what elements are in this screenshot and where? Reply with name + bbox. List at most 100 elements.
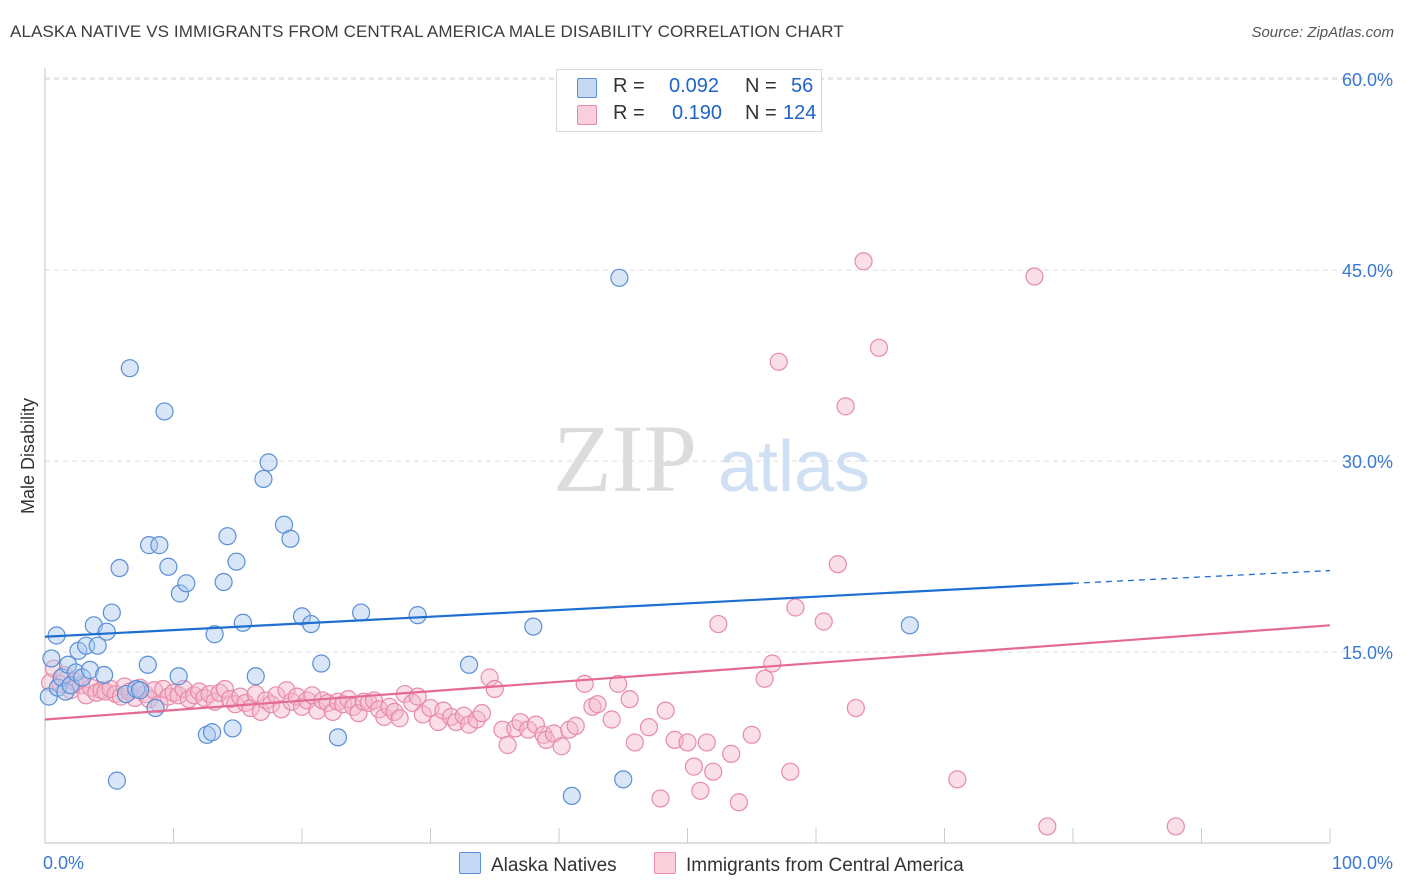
data-point bbox=[588, 695, 607, 714]
data-point bbox=[120, 359, 139, 378]
bottom-legend-swatch-pink bbox=[654, 852, 676, 874]
data-point bbox=[769, 352, 788, 371]
data-point bbox=[323, 702, 342, 721]
data-point bbox=[259, 453, 278, 472]
data-point bbox=[267, 686, 286, 705]
legend-n-value: 124 bbox=[783, 102, 817, 124]
y-tick-label: 60.0% bbox=[1342, 70, 1393, 90]
legend-swatch-pink bbox=[577, 105, 597, 125]
data-point bbox=[254, 469, 273, 489]
data-point bbox=[781, 762, 800, 781]
data-point bbox=[651, 789, 670, 808]
data-point bbox=[846, 698, 865, 718]
legend-swatch-blue bbox=[577, 78, 597, 98]
data-point bbox=[223, 719, 242, 738]
data-point bbox=[88, 636, 107, 655]
tick-labels: 15.0% 30.0% 45.0% 60.0% 0.0% 100.0% Male Disab… bbox=[18, 70, 1393, 873]
data-point bbox=[526, 715, 545, 734]
data-point bbox=[73, 668, 92, 687]
data-point bbox=[146, 698, 165, 718]
bottom-legend-label: Immigrants from Central America bbox=[686, 855, 964, 876]
bottom-legend-label: Alaska Natives bbox=[491, 855, 617, 876]
data-point bbox=[704, 762, 723, 781]
data-point bbox=[836, 397, 855, 416]
data-point bbox=[380, 697, 399, 716]
grid-lines bbox=[45, 77, 1393, 653]
data-point bbox=[246, 667, 265, 686]
data-point bbox=[755, 669, 774, 688]
data-point bbox=[97, 622, 116, 641]
data-point bbox=[742, 725, 761, 744]
legend-r-value: 0.190 bbox=[672, 102, 723, 124]
data-point bbox=[1025, 267, 1044, 286]
legend-n-label: N = bbox=[745, 102, 777, 124]
data-point bbox=[602, 710, 621, 729]
series-immigrants-central-america bbox=[41, 252, 1185, 836]
data-point bbox=[102, 603, 121, 622]
data-point bbox=[678, 733, 697, 752]
y-tick-label: 30.0% bbox=[1342, 452, 1393, 472]
data-point bbox=[763, 654, 782, 673]
data-point bbox=[246, 684, 265, 704]
data-point bbox=[375, 707, 394, 727]
legend-n-value: 56 bbox=[791, 75, 814, 97]
data-point bbox=[233, 613, 252, 632]
trend-lines bbox=[44, 569, 1331, 721]
data-point bbox=[352, 603, 371, 622]
data-point bbox=[562, 786, 581, 805]
data-point bbox=[42, 649, 61, 668]
data-point bbox=[524, 617, 543, 636]
data-point bbox=[281, 529, 300, 548]
data-point bbox=[197, 725, 217, 744]
trend-line-immigrants bbox=[44, 624, 1331, 721]
chart-title: ALASKA NATIVE VS IMMIGRANTS FROM CENTRAL… bbox=[10, 22, 844, 41]
data-point bbox=[59, 655, 78, 674]
legend-r-label: R = bbox=[613, 102, 645, 124]
data-point bbox=[159, 557, 178, 576]
data-point bbox=[130, 681, 150, 700]
data-point bbox=[552, 737, 571, 756]
data-point bbox=[1166, 817, 1185, 836]
y-tick-label: 15.0% bbox=[1342, 643, 1393, 663]
data-point bbox=[575, 674, 594, 693]
data-point bbox=[328, 728, 348, 747]
data-point bbox=[164, 683, 183, 702]
data-point bbox=[697, 733, 716, 752]
data-point bbox=[205, 625, 224, 644]
legend: R = 0.092 N = 56 R = 0.190 N = 124 bbox=[556, 69, 822, 132]
data-point bbox=[169, 667, 188, 686]
data-point bbox=[312, 654, 331, 673]
data-point bbox=[900, 616, 919, 635]
legend-r-label: R = bbox=[613, 75, 645, 97]
data-point bbox=[639, 718, 659, 737]
trend-line-alaska-natives bbox=[44, 582, 1074, 638]
data-point bbox=[472, 704, 491, 723]
data-point bbox=[80, 660, 100, 679]
data-point bbox=[610, 268, 629, 287]
data-point bbox=[218, 527, 237, 546]
data-point bbox=[948, 770, 967, 789]
data-point bbox=[150, 536, 169, 555]
data-point bbox=[869, 338, 889, 357]
data-point bbox=[95, 665, 114, 685]
data-point bbox=[359, 693, 378, 713]
data-point bbox=[722, 744, 741, 763]
data-point bbox=[459, 655, 479, 674]
data-point bbox=[110, 558, 129, 578]
data-point bbox=[441, 707, 461, 727]
data-point bbox=[215, 679, 234, 699]
chart-source: Source: ZipAtlas.com bbox=[1251, 24, 1394, 41]
x-tick-label-max: 100.0% bbox=[1332, 853, 1393, 873]
watermark-zip: ZIP bbox=[553, 405, 697, 512]
bottom-legend-alaska-natives: Alaska Natives bbox=[459, 852, 617, 877]
data-point bbox=[214, 572, 233, 592]
data-point bbox=[277, 681, 296, 700]
data-point bbox=[138, 655, 157, 674]
bottom-legend-immigrants: Immigrants from Central America bbox=[654, 852, 964, 877]
data-point bbox=[814, 612, 833, 631]
data-point bbox=[177, 574, 196, 593]
data-point bbox=[170, 584, 190, 603]
legend-r-value: 0.092 bbox=[669, 75, 720, 97]
watermark: ZIP atlas bbox=[553, 405, 870, 512]
